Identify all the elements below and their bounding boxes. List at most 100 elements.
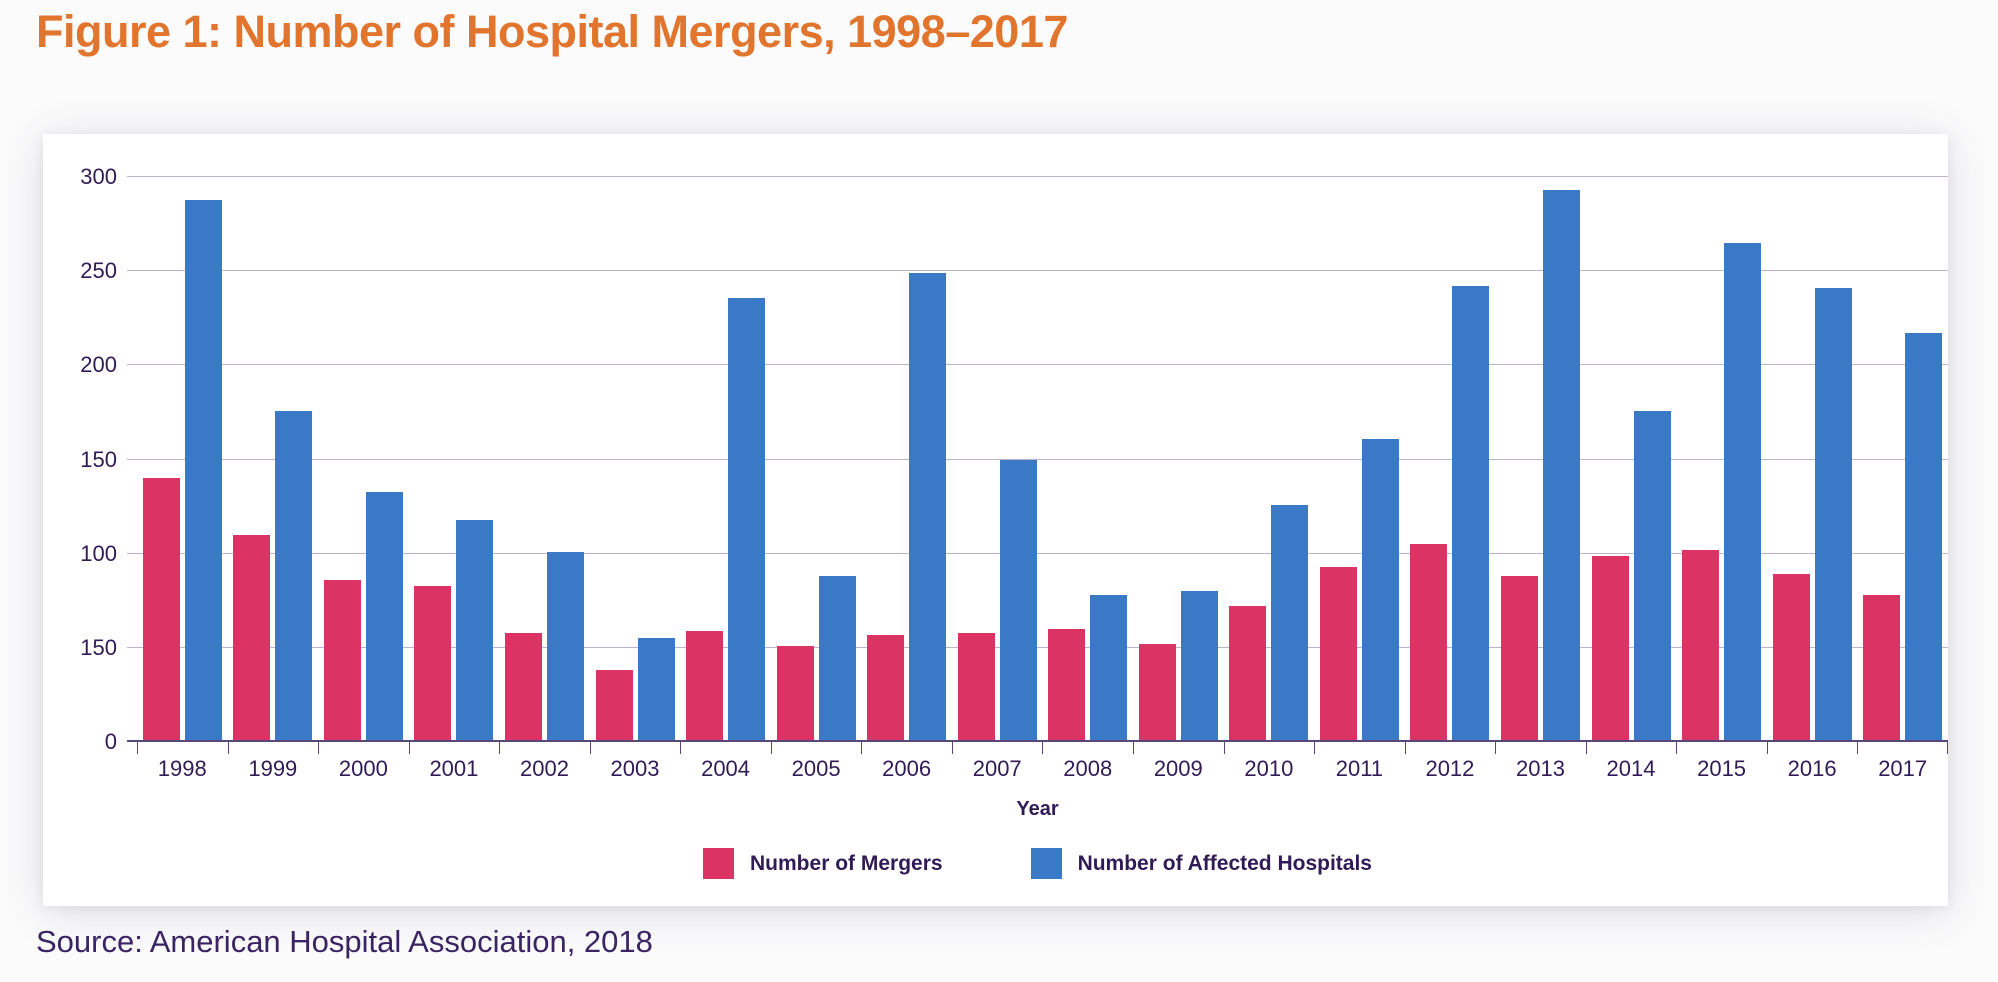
year-group-2001: 2001: [408, 177, 500, 781]
x-tick-label-2006: 2006: [882, 756, 932, 781]
x-tick-label-2016: 2016: [1787, 756, 1837, 781]
x-tick-label-2012: 2012: [1425, 756, 1475, 781]
bar-mergers-2000: [323, 580, 361, 742]
legend: Number of Mergers Number of Affected Hos…: [137, 848, 1938, 879]
bar-affected-hospitals-2003: [637, 638, 675, 742]
page-title: Figure 1: Number of Hospital Mergers, 19…: [36, 6, 1068, 57]
bar-mergers-2016: [1772, 574, 1810, 742]
x-axis-title: Year: [1016, 798, 1059, 820]
gridline-150: [127, 458, 1948, 460]
year-group-2013: 2013: [1495, 177, 1586, 781]
bar-affected-hospitals-1999: [275, 410, 313, 742]
bar-mergers-2002: [504, 632, 542, 742]
x-tick-label-2014: 2014: [1606, 756, 1656, 781]
year-group-2014: 2014: [1585, 177, 1677, 781]
bar-mergers-2009: [1138, 644, 1176, 742]
year-group-2003: 2003: [589, 177, 681, 781]
bar-mergers-2012: [1410, 544, 1448, 742]
bar-affected-hospitals-1998: [184, 199, 222, 742]
bar-mergers-2017: [1863, 595, 1901, 742]
gridline-200: [127, 364, 1948, 366]
y-tick-label-100: 100: [80, 540, 117, 566]
plot-area: 0 150 100 150 200 250 300 1998 1999 2000 2001 2002 2…: [80, 166, 1948, 781]
year-group-1999: 1999: [227, 177, 319, 781]
bar-affected-hospitals-2000: [365, 491, 403, 742]
bar-mergers-2003: [595, 670, 633, 742]
year-group-2009: 2009: [1133, 177, 1224, 781]
x-axis-line: [127, 740, 1948, 742]
y-tick-label-200: 200: [80, 352, 117, 378]
bar-affected-hospitals-2014: [1633, 410, 1671, 742]
x-tick-label-2015: 2015: [1697, 756, 1747, 781]
bar-affected-hospitals-2001: [456, 519, 494, 742]
bar-mergers-2004: [686, 630, 724, 742]
bar-affected-hospitals-2012: [1452, 286, 1490, 742]
year-group-2016: 2016: [1766, 177, 1858, 781]
x-tick-label-2008: 2008: [1063, 756, 1113, 781]
legend-item-mergers: Number of Mergers: [703, 848, 943, 879]
bar-affected-hospitals-2008: [1090, 595, 1128, 742]
bar-affected-hospitals-2011: [1361, 438, 1399, 742]
year-group-2005: 2005: [770, 177, 862, 781]
bar-mergers-1998: [142, 478, 180, 742]
year-group-2015: 2015: [1676, 177, 1767, 781]
x-tick-label-2013: 2013: [1516, 756, 1565, 781]
bar-mergers-2015: [1682, 549, 1720, 742]
chart-card: 0 150 100 150 200 250 300 1998 1999 2000 2001 2002 2…: [43, 134, 1948, 906]
source-note: Source: American Hospital Association, 2…: [36, 924, 653, 959]
x-tick-label-2011: 2011: [1335, 756, 1384, 781]
gridline-50: [127, 646, 1948, 648]
x-tick-label-2009: 2009: [1153, 756, 1203, 781]
bar-affected-hospitals-2006: [909, 273, 947, 742]
legend-swatch-mergers: [703, 848, 735, 879]
x-tick-label-2001: 2001: [429, 756, 479, 781]
x-tick-label-2005: 2005: [791, 756, 841, 781]
bar-mergers-2005: [776, 645, 814, 742]
bar-mergers-2013: [1500, 576, 1538, 742]
bar-groups: 1998 1999 2000 2001 2002 2003 2004 2005 2006 2007…: [137, 177, 1948, 781]
bar-mergers-2010: [1229, 606, 1267, 742]
bar-mergers-2014: [1591, 555, 1629, 742]
x-tick-label-2003: 2003: [610, 756, 660, 781]
x-tick-label-2007: 2007: [972, 756, 1022, 781]
year-group-2017: 2017: [1857, 177, 1948, 781]
legend-swatch-affected-hospitals: [1030, 848, 1062, 879]
bar-mergers-2006: [867, 634, 905, 742]
bar-affected-hospitals-2002: [546, 551, 584, 742]
year-group-2004: 2004: [680, 177, 771, 781]
bar-affected-hospitals-2009: [1180, 591, 1218, 742]
gridline-250: [127, 270, 1948, 272]
x-tick-label-1999: 1999: [248, 756, 298, 781]
bar-mergers-2008: [1048, 629, 1086, 742]
x-tick-label-2004: 2004: [701, 756, 751, 781]
year-group-2006: 2006: [861, 177, 952, 781]
y-tick-label-50: 150: [80, 634, 117, 660]
bar-mergers-2001: [414, 585, 452, 742]
gridline-300: [127, 176, 1948, 177]
bar-mergers-2007: [957, 632, 995, 742]
x-tick-label-2000: 2000: [338, 756, 388, 781]
y-tick-label-150: 150: [80, 446, 117, 472]
bar-mergers-1999: [233, 534, 271, 742]
y-tick-label-250: 250: [80, 258, 117, 284]
bar-affected-hospitals-2005: [818, 576, 856, 742]
bar-affected-hospitals-2016: [1814, 288, 1852, 742]
year-group-2010: 2010: [1223, 177, 1315, 781]
year-group-2002: 2002: [499, 177, 590, 781]
x-tick-label-2017: 2017: [1878, 756, 1928, 781]
bar-affected-hospitals-2015: [1724, 242, 1762, 742]
bar-affected-hospitals-2004: [728, 297, 766, 742]
year-group-2011: 2011: [1314, 177, 1405, 781]
legend-label-mergers: Number of Mergers: [750, 851, 943, 875]
year-group-1998: 1998: [137, 177, 228, 781]
y-tick-label-300: 300: [80, 164, 117, 189]
bar-affected-hospitals-2010: [1271, 504, 1309, 742]
x-tick-label-2002: 2002: [519, 756, 569, 781]
bar-mergers-2011: [1319, 566, 1357, 742]
bar-affected-hospitals-2017: [1905, 333, 1943, 742]
gridline-100: [127, 552, 1948, 554]
year-group-2008: 2008: [1042, 177, 1133, 781]
y-tick-label-0: 0: [104, 729, 117, 754]
bar-affected-hospitals-2013: [1542, 190, 1580, 742]
bar-affected-hospitals-2007: [999, 459, 1037, 742]
